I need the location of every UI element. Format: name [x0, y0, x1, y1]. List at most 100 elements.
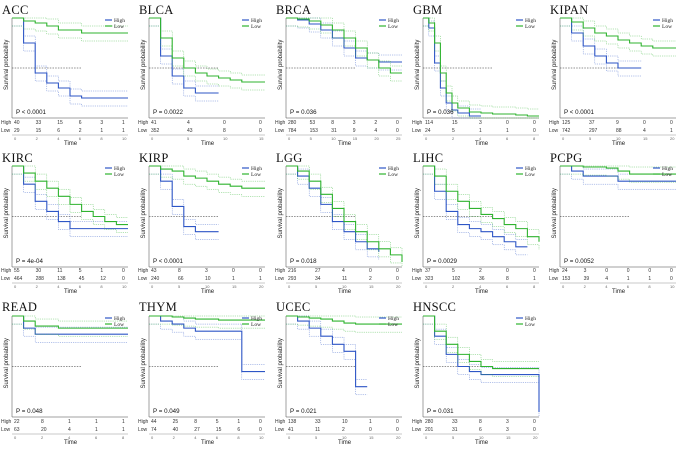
km-curve-low [12, 315, 128, 329]
x-tick-label: 10 [670, 284, 675, 289]
risk-count: 29 [14, 128, 20, 134]
x-tick-label: 10 [616, 136, 621, 141]
risk-count: 0 [533, 128, 536, 134]
x-tick-label: 5 [178, 284, 181, 289]
risk-count: 9 [616, 120, 619, 126]
y-axis-label: Survival probability [415, 188, 421, 238]
km-curve-low [149, 315, 265, 321]
x-axis-label: Time [201, 141, 215, 147]
risk-count: 1 [95, 419, 98, 425]
x-tick-label: 4 [605, 284, 608, 289]
x-tick-label: 4 [194, 435, 197, 440]
x-tick-label: 20 [259, 284, 264, 289]
risk-count: 37 [589, 120, 595, 126]
risk-count: 0 [122, 276, 125, 282]
risk-count: 0 [605, 268, 608, 274]
risk-count: 53 [310, 120, 316, 126]
risk-row-label: High [275, 419, 286, 425]
risk-count: 0 [533, 419, 536, 425]
risk-count: 8 [479, 419, 482, 425]
risk-count: 0 [369, 268, 372, 274]
risk-count: 6 [479, 427, 482, 433]
ci-upper-low [423, 315, 539, 362]
risk-count: 153 [562, 276, 571, 282]
panel-title: HNSCC [413, 300, 456, 314]
x-tick-label: 2 [452, 136, 455, 141]
ci-lower-high [423, 323, 540, 417]
x-tick-label: 6 [506, 284, 509, 289]
km-curve-low [286, 165, 403, 262]
panel-title: PCPG [550, 151, 582, 165]
x-tick-label: 4 [57, 136, 60, 141]
p-value: P = 0.036 [290, 109, 317, 116]
risk-count: 8 [223, 128, 226, 134]
risk-count: 5 [452, 128, 455, 134]
risk-count: 0 [259, 128, 262, 134]
legend-label: High [114, 166, 125, 172]
risk-count: 1 [259, 276, 262, 282]
risk-row-label: Low [1, 276, 11, 282]
risk-count: 3 [205, 268, 208, 274]
ci-lower-low [149, 323, 265, 329]
risk-count: 45 [79, 276, 85, 282]
risk-count: 3 [584, 268, 587, 274]
x-tick-label: 20 [374, 136, 379, 141]
risk-row-label: High [412, 268, 423, 274]
ci-lower-high [423, 25, 481, 119]
x-tick-label: 10 [259, 435, 264, 440]
risk-count: 0 [396, 427, 399, 433]
risk-count: 1 [479, 128, 482, 134]
ci-upper-low [286, 17, 402, 67]
legend-label: Low [114, 24, 124, 30]
x-tick-label: 0 [425, 284, 428, 289]
risk-count: 0 [643, 120, 646, 126]
risk-count: 0 [627, 268, 630, 274]
risk-count: 24 [562, 268, 568, 274]
legend-label: High [388, 316, 399, 322]
legend-label: High [662, 166, 673, 172]
risk-count: 0 [506, 120, 509, 126]
risk-count: 33 [315, 419, 321, 425]
risk-count: 201 [425, 427, 434, 433]
legend-label: Low [251, 172, 261, 178]
risk-row-label: Low [275, 427, 285, 433]
risk-count: 5 [216, 419, 219, 425]
legend-label: High [251, 166, 262, 172]
risk-count: 0 [396, 128, 399, 134]
risk-row-label: Low [412, 427, 422, 433]
x-axis-label: Time [475, 440, 489, 446]
x-tick-label: 2 [36, 284, 39, 289]
risk-count: 8 [194, 419, 197, 425]
x-tick-label: 15 [353, 136, 358, 141]
panel-title: UCEC [276, 300, 311, 314]
x-axis-label: Time [201, 440, 215, 446]
x-tick-label: 15 [259, 136, 264, 141]
risk-row-label: Low [412, 128, 422, 134]
x-axis-label: Time [338, 440, 352, 446]
risk-count: 9 [353, 128, 356, 134]
y-axis-label: Survival probability [415, 40, 421, 90]
ci-lower-low [149, 173, 265, 197]
legend-label: High [251, 18, 262, 24]
risk-row-label: High [412, 419, 423, 425]
x-tick-label: 6 [79, 136, 82, 141]
x-axis-label: Time [612, 141, 626, 147]
p-value: P = 4e-04 [16, 258, 43, 265]
risk-count: 4 [187, 120, 190, 126]
km-curve-high [149, 315, 265, 373]
x-tick-label: 8 [533, 136, 536, 141]
risk-count: 138 [57, 276, 66, 282]
ci-lower-low [12, 323, 128, 337]
risk-count: 25 [173, 419, 179, 425]
risk-count: 66 [178, 276, 184, 282]
x-tick-label: 10 [479, 435, 484, 440]
ci-upper-high [423, 17, 481, 110]
risk-count: 44 [151, 419, 157, 425]
risk-count: 2 [374, 120, 377, 126]
risk-count: 11 [342, 276, 347, 282]
